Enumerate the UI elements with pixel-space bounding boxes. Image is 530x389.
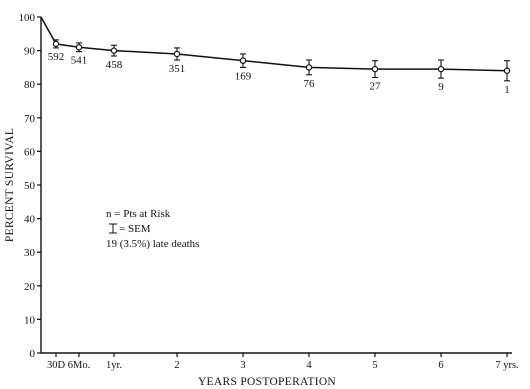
y-tick-label: 50 [24, 180, 36, 192]
at-risk-label: 541 [71, 55, 88, 67]
x-tick-label: 3 [240, 360, 245, 371]
data-point [173, 50, 181, 58]
y-tick-label: 0 [30, 348, 36, 360]
legend-n-line: n = Pts at Risk [106, 208, 171, 220]
y-tick-label: 80 [24, 79, 36, 91]
legend-sem-line: = SEM [119, 223, 151, 235]
x-axis-label: YEARS POSTOPERATION [198, 376, 336, 388]
survival-curve-line [40, 16, 508, 72]
at-risk-label: 9 [438, 81, 444, 93]
x-tick-label: 5 [372, 360, 377, 371]
x-tick-label: 30D [47, 360, 66, 371]
at-risk-label: 351 [169, 63, 186, 75]
data-point [239, 57, 247, 64]
y-tick-label: 10 [24, 314, 36, 326]
y-axis-ticks: 0 10 20 30 40 50 60 70 80 90 100 [19, 12, 41, 360]
x-tick-label: 4 [306, 360, 312, 371]
x-tick-label: 1yr. [106, 360, 122, 371]
x-tick-label: 6 [438, 360, 443, 371]
x-axis-ticks: 30D 6Mo. 1yr. 2 3 4 5 6 7 yrs. [47, 353, 519, 371]
y-axis-label: PERCENT SURVIVAL [4, 128, 16, 242]
at-risk-label: 592 [48, 51, 65, 63]
at-risk-label: 76 [304, 78, 316, 90]
at-risk-label: 169 [235, 70, 252, 82]
x-tick-label: 2 [174, 360, 179, 371]
y-tick-label: 30 [24, 247, 36, 259]
data-point [75, 44, 83, 51]
data-point [437, 65, 445, 73]
at-risk-labels: 592 541 458 351 169 76 27 9 1 [48, 51, 510, 96]
data-point [503, 67, 511, 74]
x-tick-label: 6Mo. [68, 360, 90, 371]
data-point [305, 64, 313, 71]
y-tick-label: 70 [24, 113, 36, 125]
survival-series [40, 16, 511, 82]
at-risk-label: 27 [370, 80, 382, 92]
x-tick-label: 7 yrs. [495, 360, 518, 371]
sem-symbol-icon [109, 223, 117, 234]
y-tick-label: 100 [19, 12, 36, 24]
data-point [110, 47, 118, 54]
y-tick-label: 40 [24, 214, 36, 226]
legend-late-deaths: 19 (3.5%) late deaths [106, 238, 199, 250]
data-point [371, 65, 379, 73]
at-risk-label: 1 [504, 84, 510, 96]
y-tick-label: 20 [24, 281, 36, 293]
legend: n = Pts at Risk = SEM 19 (3.5%) late dea… [106, 208, 199, 250]
data-point [52, 40, 60, 48]
y-tick-label: 60 [24, 146, 36, 158]
y-tick-label: 90 [24, 46, 36, 58]
at-risk-label: 458 [106, 59, 123, 71]
